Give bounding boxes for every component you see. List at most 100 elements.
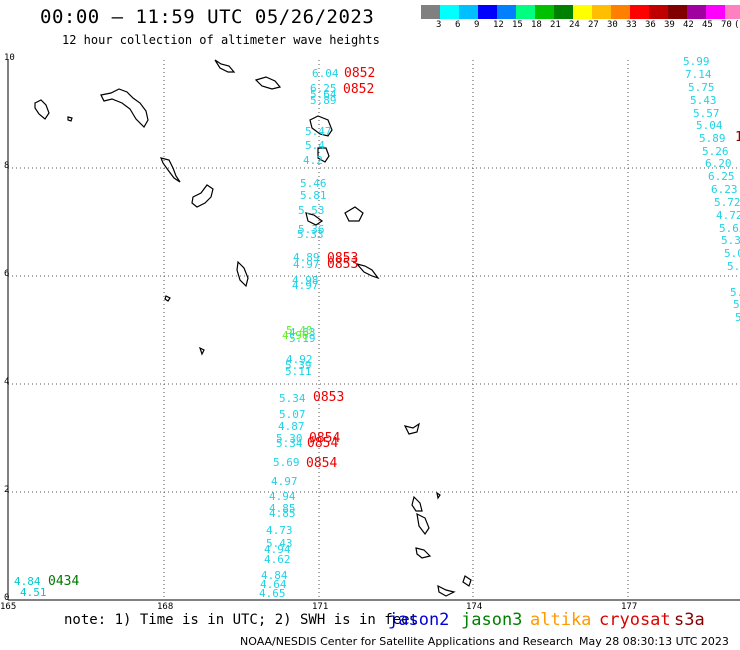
swh-label: 5.81 [300, 189, 327, 202]
swh-label: 6.04 [312, 67, 339, 80]
y-tick-label: 10 [4, 53, 15, 63]
swh-label: 4.97 [271, 475, 298, 488]
colorbar-swatch [535, 5, 554, 19]
island-outline [254, 76, 282, 90]
swh-label: 5.04 [696, 119, 723, 132]
swh-label: 5.30 [276, 432, 303, 445]
swh-label: 4.63 [289, 326, 316, 339]
colorbar-swatch [440, 5, 459, 19]
colorbar-label: 36 [645, 20, 656, 30]
colorbar-swatch [592, 5, 611, 19]
swh-label: 4.94 [264, 543, 291, 556]
swh-label: 5.64 [310, 88, 337, 101]
swh-label: 5.99 [683, 55, 710, 68]
pass-time-label: 0854 [306, 456, 338, 471]
island-outline [416, 512, 430, 536]
swh-label: 4.72 [716, 209, 740, 222]
colorbar-swatch [554, 5, 573, 19]
credit-line: NOAA/NESDIS Center for Satellite Applica… [240, 635, 574, 648]
colorbar-label: 3 [436, 20, 442, 30]
swh-label: 4.97 [293, 258, 320, 271]
swh-label: 5.47 [305, 125, 332, 138]
swh-label: 5.34 [279, 392, 306, 405]
x-tick-label: 174 [466, 602, 483, 612]
swh-label: 5.39 [721, 234, 740, 247]
island-outline [100, 88, 149, 128]
colorbar-label: 9 [474, 20, 480, 30]
colorbar-label: 24 [569, 20, 580, 30]
pass-time-label: 1 [735, 130, 740, 145]
swh-label: 5. [730, 286, 740, 299]
swh-label: 4.62 [264, 553, 291, 566]
x-tick-label: 168 [157, 602, 174, 612]
colorbar-swatch [573, 5, 592, 19]
island-outline [191, 184, 214, 208]
swh-label: 4.51 [20, 586, 47, 599]
legend-jason2: jason2 [388, 610, 450, 630]
colorbar-swatch [421, 5, 440, 19]
map-grid [8, 60, 740, 600]
swh-label: 5.72 [714, 196, 740, 209]
swh-label: 5.3 [727, 260, 740, 273]
island-outline [236, 260, 249, 288]
swh-label: 5.89 [310, 94, 337, 107]
island-outline [214, 59, 236, 73]
pass-time-label: 0854 [307, 436, 339, 451]
pass-time-label: 0852 [344, 66, 376, 81]
colorbar-label: 18 [531, 20, 542, 30]
swh-label: 5.40 [286, 324, 313, 337]
swh-label: 5.19 [289, 332, 316, 345]
colorbar-swatch [725, 5, 740, 19]
chart-subtitle: 12 hour collection of altimeter wave hei… [62, 33, 380, 47]
swh-label: 4.85 [269, 502, 296, 515]
colorbar-label: 27 [588, 20, 599, 30]
island-outline [305, 212, 324, 226]
y-tick-label: 8 [4, 161, 10, 171]
island-outline [411, 495, 423, 512]
colorbar-label: 39 [664, 20, 675, 30]
y-tick-label: 6 [4, 269, 10, 279]
pass-time-label: 0853 [327, 251, 359, 266]
colorbar-label: 21 [550, 20, 561, 30]
swh-label: 4.73 [266, 524, 293, 537]
colorbar-swatch [516, 5, 535, 19]
swh-label: 5.11 [285, 365, 312, 378]
swh-label: 4.84 [14, 575, 41, 588]
swh-label: 4.97 [292, 279, 319, 292]
island-outline [164, 295, 171, 302]
island-outline [344, 206, 364, 222]
swh-label: 4.85 [269, 507, 296, 520]
swh-label: 6.23 [711, 183, 738, 196]
swh-label: 4.92 [286, 353, 313, 366]
swh-label: 6.25 [708, 170, 735, 183]
island-outline [355, 262, 380, 280]
y-tick-label: 0 [4, 593, 10, 603]
swh-label: 4.84 [261, 569, 288, 582]
islands [34, 59, 472, 597]
pass-time-label: 0434 [48, 574, 80, 589]
swh-label: 5.69 [273, 456, 300, 469]
y-tick-label: 4 [4, 377, 10, 387]
swh-label: 5.75 [688, 81, 715, 94]
colorbar-label: 6 [455, 20, 461, 30]
legend-altika: altika [530, 610, 592, 630]
legend-s3a: s3a [674, 610, 705, 630]
island-outline [436, 491, 441, 500]
swh-label: 4.2 [303, 154, 323, 167]
colorbar-swatch [611, 5, 630, 19]
island-outline [403, 422, 420, 435]
legend-jason3: jason3 [461, 610, 523, 630]
island-outline [67, 116, 73, 122]
colorbar-label: 12 [493, 20, 504, 30]
island-outline [34, 99, 50, 120]
swh-label: 5.89 [699, 132, 726, 145]
swh-label: 4.96 [282, 329, 309, 342]
generated-timestamp: May 28 08:30:13 UTC 2023 [579, 635, 729, 648]
swh-label: 5.46 [300, 177, 327, 190]
island-outline [317, 147, 330, 163]
swh-label: 5.34 [276, 437, 303, 450]
colorbar-swatch [706, 5, 725, 19]
island-outline [462, 575, 472, 587]
legend-cryosat: cryosat [599, 610, 671, 630]
swh-label: 5 [735, 311, 740, 324]
